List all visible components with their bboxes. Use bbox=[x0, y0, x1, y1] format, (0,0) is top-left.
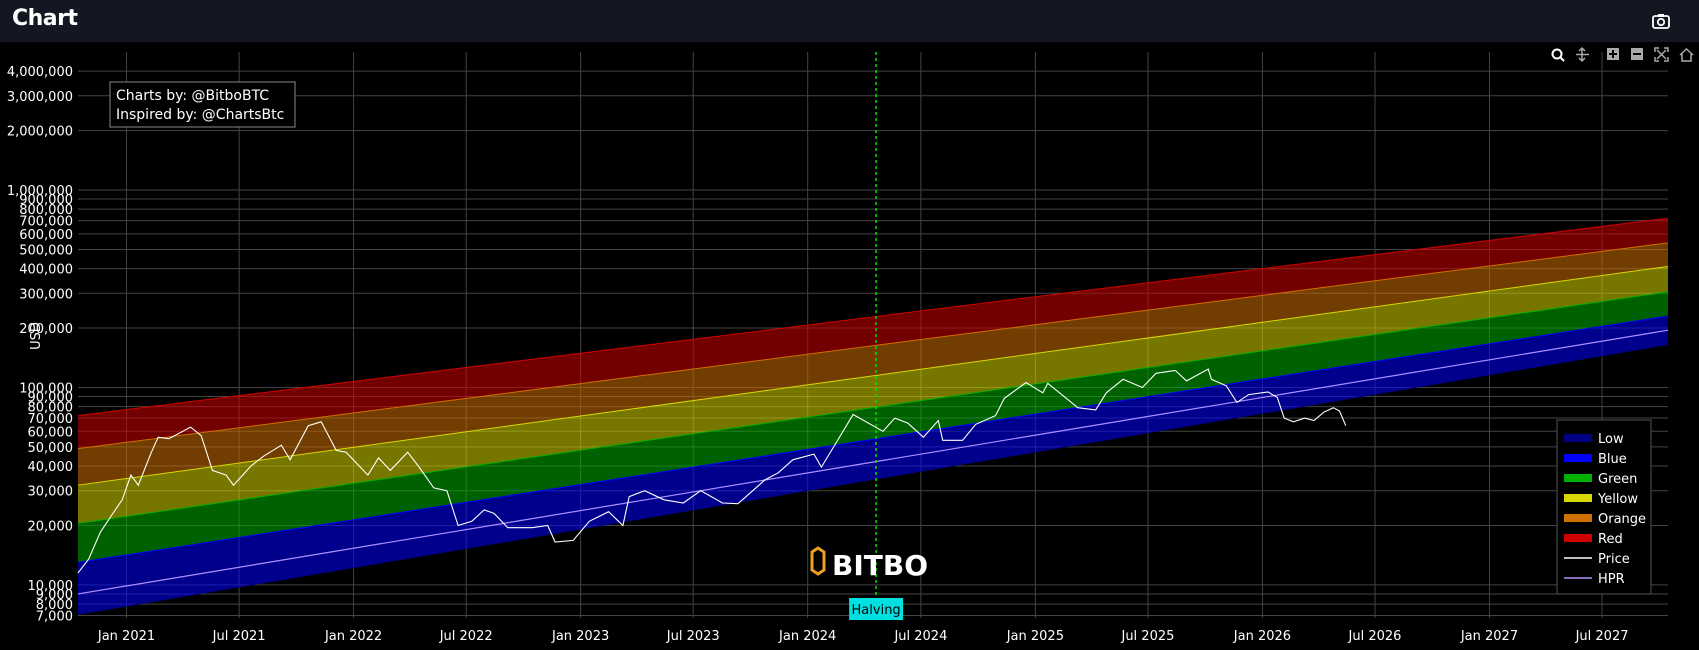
x-tick-label: Jan 2025 bbox=[1006, 629, 1064, 644]
legend-item-label[interactable]: Yellow bbox=[1597, 492, 1638, 507]
y-tick-label: 600,000 bbox=[19, 228, 73, 243]
attribution-line-2: Inspired by: @ChartsBtc bbox=[116, 107, 284, 123]
legend-item-label[interactable]: Red bbox=[1598, 532, 1623, 547]
y-tick-label: 10,000 bbox=[28, 579, 74, 594]
y-tick-label: 20,000 bbox=[28, 519, 74, 534]
band-green bbox=[78, 291, 1668, 563]
camera-icon[interactable] bbox=[1651, 11, 1671, 31]
y-tick-label: 400,000 bbox=[19, 263, 73, 278]
x-tick-label: Jul 2025 bbox=[1120, 629, 1174, 644]
y-tick-label: 7,000 bbox=[36, 610, 73, 625]
home-icon[interactable] bbox=[1679, 47, 1694, 62]
autoscale-icon[interactable] bbox=[1654, 47, 1669, 62]
x-tick-label: Jan 2026 bbox=[1233, 629, 1291, 644]
x-tick-label: Jul 2026 bbox=[1348, 629, 1402, 644]
zoom-out-icon[interactable] bbox=[1631, 48, 1643, 60]
zoom-icon[interactable] bbox=[1551, 48, 1565, 62]
x-tick-label: Jul 2022 bbox=[439, 629, 493, 644]
band-red bbox=[78, 218, 1668, 449]
legend-swatch bbox=[1564, 494, 1592, 502]
y-tick-label: 8,000 bbox=[36, 598, 73, 613]
x-tick-label: Jan 2023 bbox=[551, 629, 609, 644]
y-tick-label: 800,000 bbox=[19, 203, 73, 218]
y-tick-label: 900,000 bbox=[19, 193, 73, 208]
halving-marker: Halving bbox=[849, 52, 904, 620]
y-tick-label: 300,000 bbox=[19, 287, 73, 302]
zoom-in-icon[interactable] bbox=[1607, 48, 1619, 60]
y-tick-label: 200,000 bbox=[19, 322, 73, 337]
x-tick-label: Jan 2022 bbox=[324, 629, 382, 644]
x-tick-label: Jan 2024 bbox=[778, 629, 836, 644]
y-tick-label: 30,000 bbox=[28, 485, 74, 500]
legend-item-label[interactable]: Green bbox=[1598, 472, 1637, 487]
y-tick-label: 500,000 bbox=[19, 243, 73, 258]
halving-label: Halving bbox=[852, 603, 901, 618]
band-orange-edge bbox=[77, 265, 1669, 486]
legend-item-label[interactable]: Low bbox=[1598, 432, 1624, 447]
bitbo-logo-icon bbox=[810, 546, 826, 576]
legend-swatch bbox=[1564, 474, 1592, 482]
y-tick-label: 100,000 bbox=[19, 381, 73, 396]
x-tick-label: Jul 2021 bbox=[212, 629, 266, 644]
x-tick-label: Jan 2021 bbox=[97, 629, 155, 644]
x-tick-label: Jan 2027 bbox=[1460, 629, 1518, 644]
hpr-line bbox=[77, 329, 1669, 595]
pan-icon[interactable] bbox=[1576, 46, 1589, 63]
y-tick-label: 3,000,000 bbox=[7, 90, 73, 105]
band-red-top-edge bbox=[77, 217, 1669, 417]
header-bar: Chart bbox=[0, 0, 1699, 42]
y-tick-label: 70,000 bbox=[28, 412, 74, 427]
y-tick-label: 1,000,000 bbox=[7, 184, 73, 199]
band-yellow bbox=[78, 266, 1668, 524]
y-tick-label: 50,000 bbox=[28, 441, 74, 456]
legend-swatch bbox=[1564, 514, 1592, 522]
y-tick-label: 9,000 bbox=[36, 588, 73, 603]
band-blue bbox=[78, 316, 1668, 615]
modebar bbox=[1551, 46, 1694, 63]
series-lines bbox=[77, 329, 1669, 595]
attribution-line-1: Charts by: @BitboBTC bbox=[116, 88, 269, 104]
legend-swatch bbox=[1564, 434, 1592, 442]
x-axis-ticks: Jan 2021 Jul 2021 Jan 2022 Jul 2022 Jan 2023… bbox=[97, 629, 1629, 644]
legend-item-label[interactable]: Orange bbox=[1598, 512, 1646, 527]
watermark: BITBO bbox=[810, 546, 928, 582]
x-tick-label: Jul 2027 bbox=[1575, 629, 1629, 644]
attribution-box: Charts by: @BitboBTC Inspired by: @Chart… bbox=[109, 81, 296, 128]
band-yellow-edge bbox=[77, 291, 1669, 524]
y-tick-label: 2,000,000 bbox=[7, 125, 73, 140]
band-green-edge bbox=[77, 315, 1669, 563]
y-tick-label: 90,000 bbox=[28, 391, 74, 406]
watermark-text: BITBO bbox=[832, 549, 928, 582]
halving-label-box bbox=[849, 598, 904, 620]
legend-swatch bbox=[1564, 534, 1592, 542]
legend-swatch bbox=[1564, 454, 1592, 462]
rainbow-bands bbox=[77, 217, 1669, 615]
y-tick-label: 60,000 bbox=[28, 425, 74, 440]
y-tick-label: 4,000,000 bbox=[7, 65, 73, 80]
page-title: Chart bbox=[12, 6, 78, 31]
band-red-edge bbox=[77, 242, 1669, 450]
legend-item-label[interactable]: Price bbox=[1598, 552, 1630, 567]
y-axis-title: USD bbox=[29, 322, 44, 350]
x-tick-label: Jul 2024 bbox=[893, 629, 947, 644]
y-tick-label: 700,000 bbox=[19, 215, 73, 230]
legend-box bbox=[1556, 419, 1652, 595]
band-blue-edge bbox=[77, 344, 1669, 615]
y-tick-label: 40,000 bbox=[28, 460, 74, 475]
legend-item-label[interactable]: HPR bbox=[1598, 572, 1625, 587]
price-line bbox=[77, 368, 1347, 574]
x-tick-label: Jul 2023 bbox=[666, 629, 720, 644]
y-tick-label: 80,000 bbox=[28, 401, 74, 416]
band-orange bbox=[78, 242, 1668, 486]
legend: Low Blue Green Yellow Orange Red Price HPR bbox=[1556, 419, 1652, 595]
legend-item-label[interactable]: Blue bbox=[1598, 452, 1627, 467]
